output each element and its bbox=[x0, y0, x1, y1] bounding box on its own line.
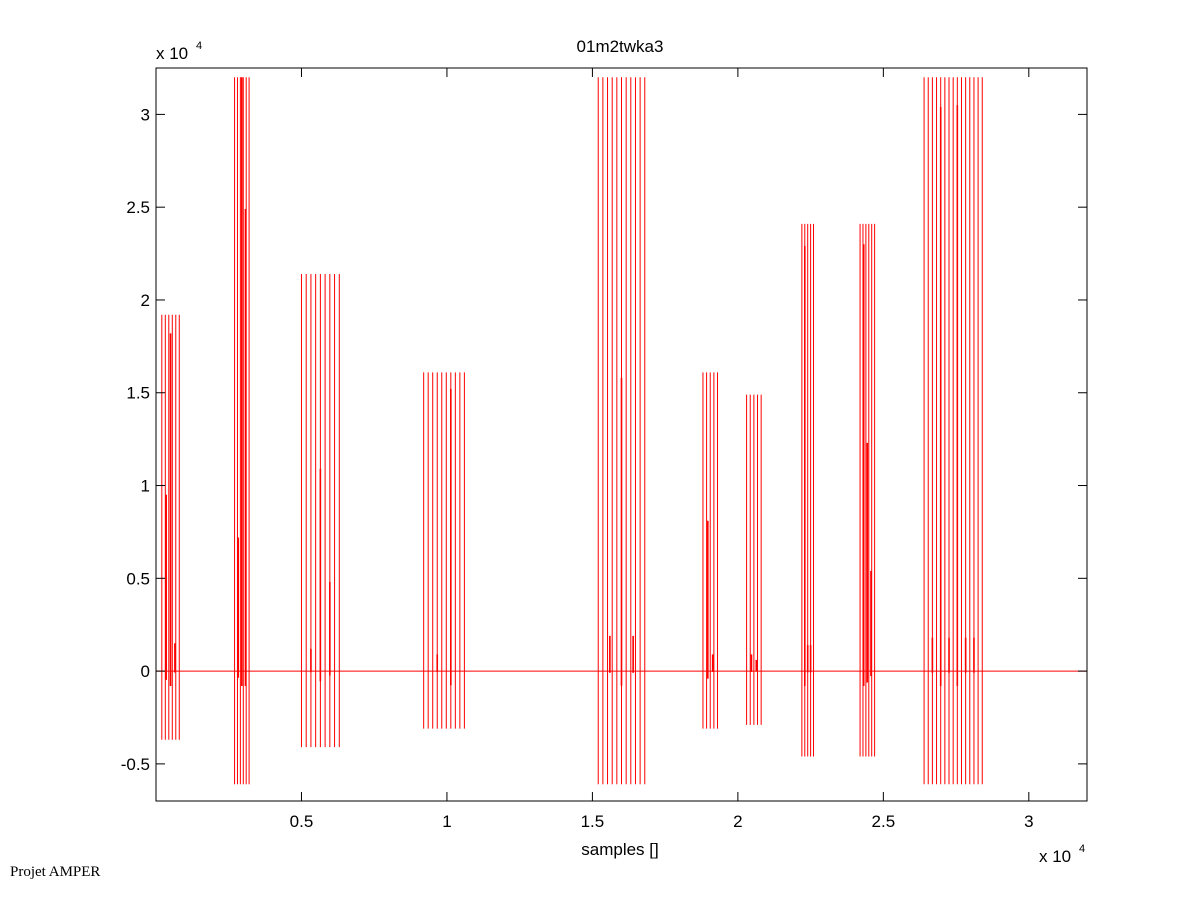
plot-frame bbox=[155, 67, 1088, 802]
x-tick-label: 2.5 bbox=[872, 812, 896, 831]
y-tick-label: 0 bbox=[141, 662, 150, 681]
y-tick-label: 0.5 bbox=[126, 569, 150, 588]
x-tick-label: 1.5 bbox=[581, 812, 605, 831]
y-tick-label: 1 bbox=[141, 477, 150, 496]
x-tick-label: 3 bbox=[1024, 812, 1033, 831]
chart-title: 01m2twka3 bbox=[577, 37, 664, 56]
x-multiplier-exponent: 4 bbox=[1079, 843, 1085, 855]
y-multiplier-label: x 10 bbox=[156, 44, 188, 63]
x-axis-label: samples [] bbox=[581, 840, 658, 859]
y-tick-label: 1.5 bbox=[126, 384, 150, 403]
y-tick-label: 2 bbox=[141, 291, 150, 310]
plot-layer bbox=[156, 77, 1087, 785]
x-tick-label: 1 bbox=[442, 812, 451, 831]
x-multiplier-label: x 10 bbox=[1039, 847, 1071, 866]
y-multiplier-exponent: 4 bbox=[196, 40, 202, 52]
y-tick-label: -0.5 bbox=[121, 755, 150, 774]
tick-layer: 0.5 1 1.5 2 2.5 3 -0.5 0 0.5 1 1.5 2 2.5 3 bbox=[121, 68, 1087, 831]
x-tick-label: 2 bbox=[733, 812, 742, 831]
x-tick-label: 0.5 bbox=[290, 812, 314, 831]
y-tick-label: 2.5 bbox=[126, 198, 150, 217]
y-tick-label: 3 bbox=[141, 105, 150, 124]
footer-credit: Projet AMPER bbox=[10, 864, 101, 880]
